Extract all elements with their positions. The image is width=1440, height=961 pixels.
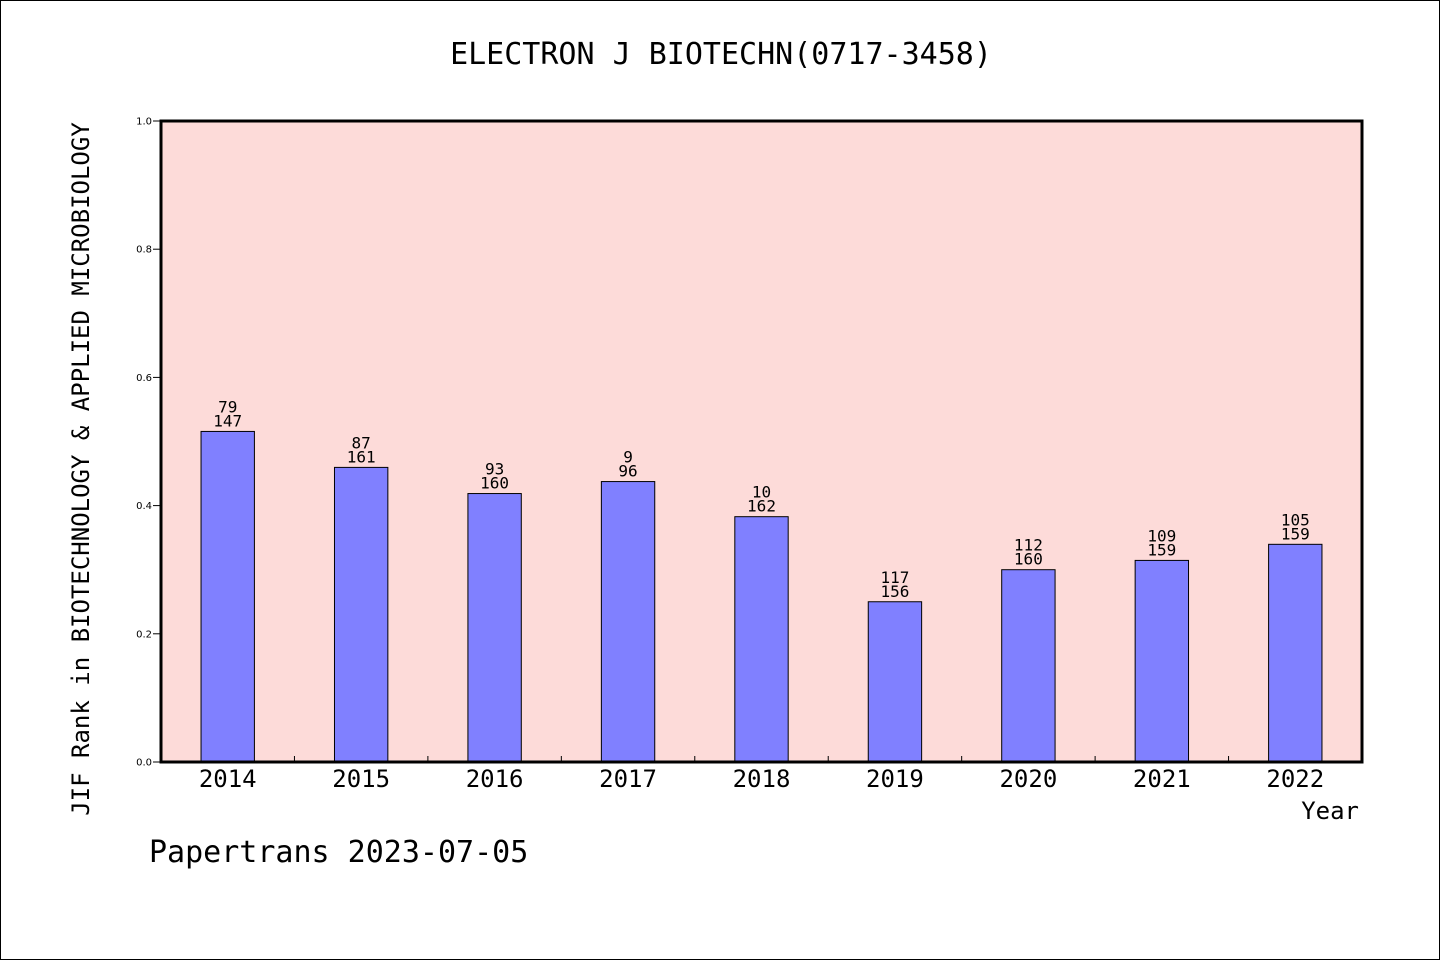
y-tick-label: 0.2 [136,629,152,640]
bar [200,430,255,763]
y-tick-label: 1.0 [136,117,152,128]
bar-rank-label: 105 [1281,510,1310,529]
x-tick-label: 2015 [332,765,390,793]
bar-total-label: 162 [747,497,776,516]
plot-border [159,119,1364,764]
y-tick-label: 0.8 [136,245,152,256]
bar-rank-label: 87 [352,433,371,452]
x-tick-label: 2017 [599,765,657,793]
y-tick-label: 0.4 [136,501,152,512]
bar-rank-label: 117 [880,568,909,587]
bar-total-label: 160 [480,474,509,493]
bar-rank-label: 112 [1014,536,1043,555]
footer-watermark: Papertrans 2023-07-05 [149,835,529,870]
bar [333,466,389,763]
bar [1001,569,1056,763]
bar [467,493,522,763]
bar-rank-label: 109 [1147,526,1176,545]
bar-total-label: 159 [1281,524,1310,543]
bar [867,601,923,763]
x-tick-label: 2021 [1133,765,1191,793]
bar-total-label: 160 [1014,550,1043,569]
bar [734,516,789,763]
bar-rank-label: 93 [485,460,504,479]
bar-total-label: 159 [1147,540,1176,559]
x-tick-label: 2022 [1266,765,1324,793]
bar-rank-label: 9 [623,448,633,467]
bar-total-label: 96 [618,462,637,481]
x-tick-label: 2016 [466,765,524,793]
bar [600,481,656,763]
bar-rank-label: 10 [752,483,771,502]
x-axis-label: Year [1301,797,1359,825]
y-tick-label: 0.6 [136,373,152,384]
x-tick-label: 2014 [199,765,257,793]
bar-total-label: 147 [213,411,242,430]
y-tick-label: 0.0 [136,758,152,769]
bar-rank-label: 79 [218,397,237,416]
x-tick-label: 2019 [866,765,924,793]
x-tick-label: 2018 [733,765,791,793]
bar [1134,559,1190,763]
bar-total-label: 161 [347,447,376,466]
chart-title: ELECTRON J BIOTECHN(0717-3458) [450,37,992,72]
bar [1268,543,1323,763]
x-tick-label: 2020 [999,765,1057,793]
bar-total-label: 156 [880,582,909,601]
